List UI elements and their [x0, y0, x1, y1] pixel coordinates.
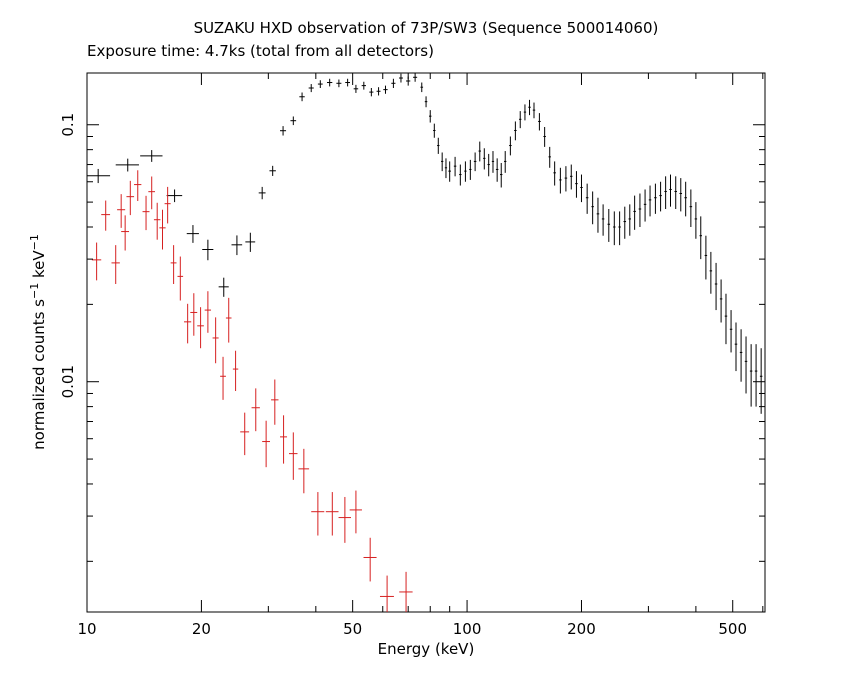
- y-tick-label: 0.1: [59, 113, 77, 137]
- plot-frame: [86, 72, 766, 613]
- y-tick-label: 0.01: [59, 365, 77, 398]
- y-label-part: keV: [30, 250, 48, 283]
- x-tick-label: 20: [192, 620, 211, 638]
- x-tick-label: 200: [567, 620, 596, 638]
- y-label-sup: −1: [28, 283, 41, 299]
- chart-title: SUZAKU HXD observation of 73P/SW3 (Seque…: [194, 19, 659, 37]
- x-tick-label: 100: [453, 620, 482, 638]
- x-tick-label: 500: [718, 620, 747, 638]
- y-axis-label: normalized counts s−1 keV−1: [28, 234, 48, 450]
- y-label-part: normalized counts s: [30, 299, 48, 450]
- x-tick-label: 10: [77, 620, 96, 638]
- data-layer: [87, 73, 763, 612]
- chart-subtitle: Exposure time: 4.7ks (total from all det…: [87, 42, 434, 60]
- y-label-sup: −1: [28, 234, 41, 250]
- x-tick-label: 50: [343, 620, 362, 638]
- x-axis-label: Energy (keV): [378, 640, 475, 658]
